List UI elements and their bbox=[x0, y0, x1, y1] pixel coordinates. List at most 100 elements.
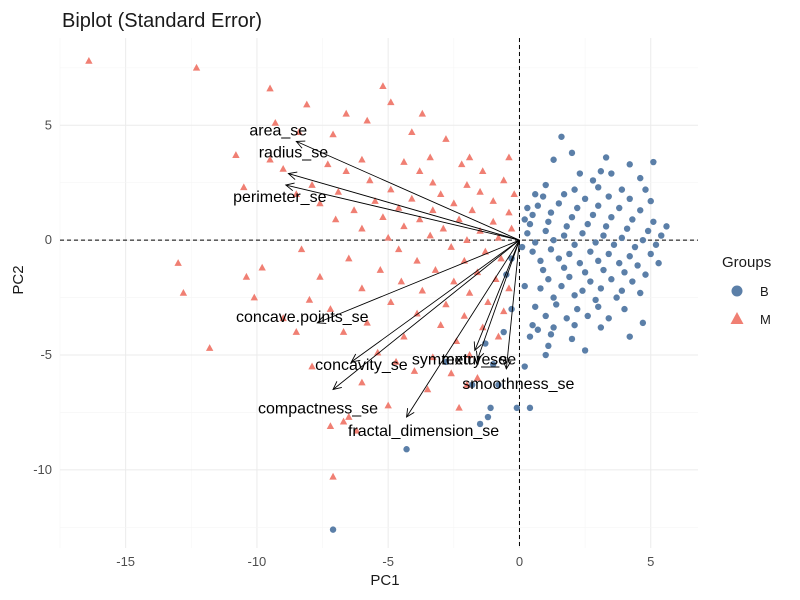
point-b bbox=[602, 223, 610, 230]
point-b bbox=[581, 347, 589, 354]
point-b bbox=[587, 278, 594, 285]
arrowhead bbox=[284, 182, 295, 192]
point-b bbox=[595, 184, 602, 191]
point-b bbox=[639, 236, 647, 244]
point-b bbox=[602, 154, 610, 161]
point-m bbox=[342, 167, 350, 175]
point-m bbox=[394, 245, 403, 253]
loading-arrow bbox=[505, 240, 520, 369]
point-b bbox=[553, 301, 560, 308]
point-m bbox=[463, 236, 471, 243]
point-m bbox=[429, 178, 437, 186]
point-m bbox=[192, 63, 201, 71]
point-b bbox=[576, 170, 584, 177]
point-m bbox=[179, 289, 188, 296]
x-tick-label: 0 bbox=[516, 554, 523, 569]
point-b bbox=[629, 216, 636, 223]
point-b bbox=[592, 239, 599, 246]
point-m bbox=[455, 215, 463, 223]
legend: Groups BM bbox=[722, 254, 771, 327]
point-m bbox=[85, 56, 93, 64]
point-m bbox=[408, 128, 416, 135]
point-b bbox=[626, 195, 633, 203]
point-b bbox=[608, 170, 615, 177]
point-b bbox=[613, 294, 620, 301]
point-m bbox=[465, 153, 474, 161]
point-m bbox=[324, 160, 332, 168]
point-m bbox=[358, 284, 366, 292]
point-m bbox=[366, 176, 374, 184]
point-b bbox=[476, 420, 484, 428]
point-b bbox=[542, 181, 549, 189]
point-m bbox=[352, 426, 361, 434]
x-tick-label: -5 bbox=[382, 554, 394, 569]
point-m bbox=[331, 215, 340, 223]
legend-label: M bbox=[760, 312, 771, 327]
point-m bbox=[345, 254, 353, 262]
point-b bbox=[608, 276, 615, 283]
point-m bbox=[232, 151, 240, 158]
point-m bbox=[400, 222, 408, 230]
loading-label: area_se bbox=[249, 122, 307, 139]
point-b bbox=[626, 161, 633, 168]
point-m bbox=[297, 245, 306, 253]
point-b bbox=[571, 241, 578, 248]
point-b bbox=[610, 241, 618, 248]
point-m bbox=[376, 266, 385, 273]
loading-arrows bbox=[284, 140, 520, 418]
point-m bbox=[500, 176, 508, 184]
point-m bbox=[450, 277, 458, 285]
point-b bbox=[560, 191, 568, 198]
point-b bbox=[600, 266, 607, 274]
point-b bbox=[623, 225, 631, 232]
point-m bbox=[442, 300, 450, 308]
point-b bbox=[521, 282, 528, 290]
point-b bbox=[542, 351, 549, 359]
point-b bbox=[605, 250, 612, 258]
point-b bbox=[650, 158, 657, 166]
point-b bbox=[545, 218, 552, 225]
point-b bbox=[574, 305, 581, 313]
loading-label: texture_se bbox=[441, 351, 516, 368]
point-b bbox=[637, 289, 644, 297]
point-b bbox=[539, 193, 547, 200]
point-b bbox=[542, 312, 549, 320]
point-b bbox=[560, 232, 568, 239]
point-m bbox=[295, 128, 303, 135]
point-b bbox=[571, 186, 578, 193]
loading-label: smoothness_se bbox=[462, 376, 574, 393]
point-b bbox=[490, 361, 497, 368]
point-m bbox=[465, 289, 474, 296]
point-m bbox=[358, 155, 366, 163]
point-b bbox=[576, 259, 584, 267]
point-m bbox=[339, 328, 348, 335]
point-b bbox=[618, 186, 626, 193]
point-m bbox=[481, 247, 490, 255]
point-b bbox=[539, 266, 547, 274]
point-m bbox=[329, 472, 337, 480]
point-m bbox=[473, 268, 482, 276]
point-b bbox=[581, 269, 589, 276]
point-b bbox=[568, 149, 576, 157]
point-b bbox=[487, 404, 494, 412]
point-m bbox=[447, 243, 455, 250]
point-b bbox=[513, 404, 521, 412]
point-b bbox=[608, 213, 615, 221]
point-b bbox=[537, 257, 544, 265]
point-m bbox=[436, 321, 445, 328]
point-b bbox=[542, 227, 549, 235]
legend-key-b bbox=[731, 285, 743, 297]
point-m bbox=[431, 266, 440, 273]
point-m bbox=[455, 403, 463, 411]
loading-arrow bbox=[317, 239, 520, 324]
point-b bbox=[529, 321, 536, 329]
point-m bbox=[463, 380, 471, 388]
point-m bbox=[476, 187, 484, 195]
point-b bbox=[566, 273, 573, 281]
loading-label: concave.points_se bbox=[236, 309, 369, 326]
point-b bbox=[579, 230, 586, 237]
point-b bbox=[621, 305, 628, 313]
point-m bbox=[394, 204, 403, 211]
loading-arrow bbox=[406, 239, 520, 418]
point-m bbox=[326, 422, 335, 430]
